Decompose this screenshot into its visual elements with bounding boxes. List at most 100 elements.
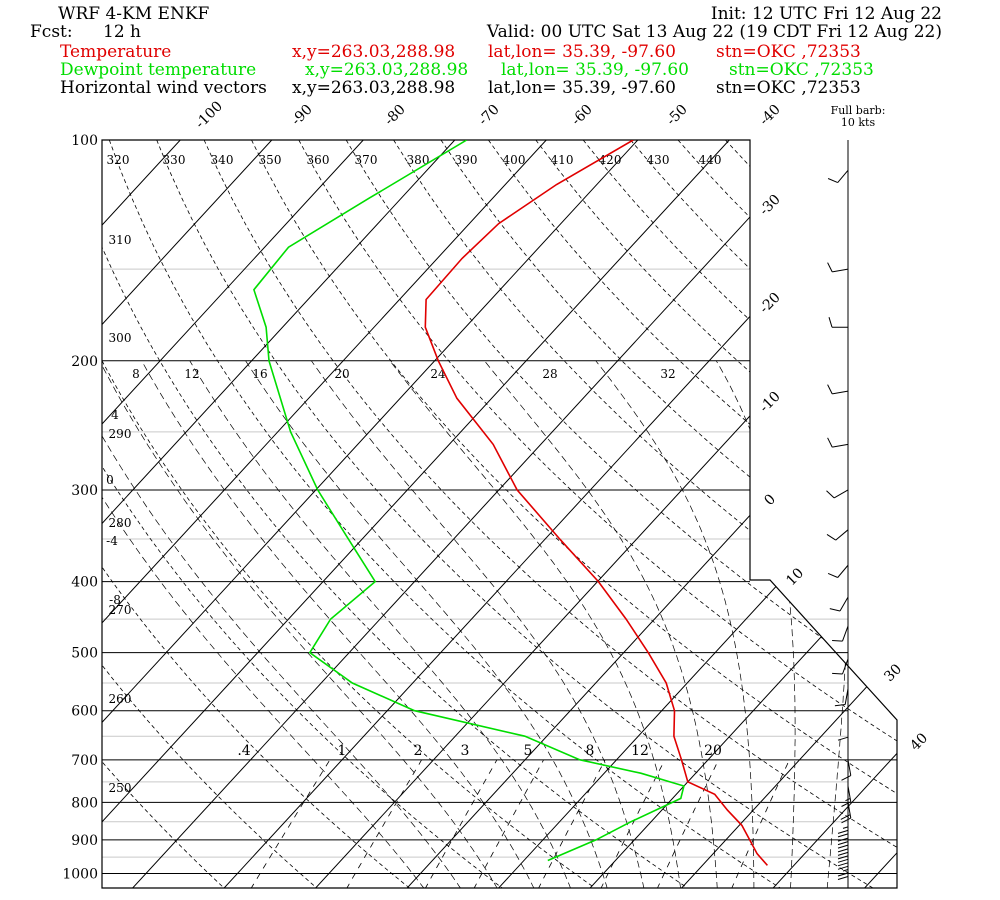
wind-barb xyxy=(837,860,849,880)
dry-adiabat xyxy=(677,140,897,888)
legend-temperature-label: Temperature xyxy=(60,42,171,62)
mixing-ratio-labels: .4 1 2 3 5 8 12 20 xyxy=(237,743,722,759)
isotherm-label: 40 xyxy=(907,730,931,754)
theta-e-label: -8 xyxy=(109,593,121,607)
init-time: Init: 12 UTC Fri 12 Aug 22 xyxy=(711,4,942,24)
mixing-ratio-label: 8 xyxy=(586,743,595,759)
legend: Temperature x,y=263.03,288.98 lat,lon= 3… xyxy=(60,42,874,98)
barb-note-line1: Full barb: xyxy=(831,104,886,117)
mixing-ratio-line xyxy=(656,759,719,888)
mixing-ratio-label: 2 xyxy=(414,743,423,759)
dry-adiabat xyxy=(345,140,897,888)
wind-barb xyxy=(827,437,849,448)
barb-note-line2: 10 kts xyxy=(841,116,876,129)
dry-adiabat xyxy=(203,140,897,888)
legend-wind-latlon: lat,lon= 35.39, -97.60 xyxy=(488,78,676,98)
pressure-label: 300 xyxy=(71,483,98,499)
header: WRF 4-KM ENKF Init: 12 UTC Fri 12 Aug 22… xyxy=(30,4,942,42)
dry-adiabat xyxy=(102,140,226,888)
theta-label: 390 xyxy=(455,153,478,167)
isotherm-line xyxy=(405,140,897,888)
dry-adiabat xyxy=(102,140,690,888)
mixing-ratio-label: .4 xyxy=(237,743,250,759)
background-grid xyxy=(102,268,848,858)
temperature-trace xyxy=(424,140,769,866)
pressure-label: 100 xyxy=(71,133,98,149)
moist-adiabat xyxy=(102,360,462,888)
mixing-ratio-lines xyxy=(250,759,790,888)
chart-frame xyxy=(101,139,898,889)
theta-label: 310 xyxy=(109,233,132,247)
pressure-label: 200 xyxy=(71,354,98,370)
sounding-traces xyxy=(253,140,769,866)
theta-label: 350 xyxy=(259,153,282,167)
dry-adiabat xyxy=(156,140,875,888)
legend-temperature-latlon: lat,lon= 35.39, -97.60 xyxy=(488,42,676,62)
dry-adiabat xyxy=(108,140,783,888)
isotherm-line xyxy=(588,140,897,888)
isotherm-line xyxy=(955,140,1000,889)
dry-adiabat xyxy=(298,140,897,888)
isotherm-label: -40 xyxy=(757,102,784,129)
theta-label: 280 xyxy=(109,516,132,530)
dry-adiabat xyxy=(102,140,412,888)
isotherm-line xyxy=(863,140,897,888)
isotherm-line xyxy=(222,140,897,888)
theta-e-labels: 8 12 16 20 24 28 32 4 0 -4 -8 xyxy=(106,367,675,607)
theta-label: 430 xyxy=(647,153,670,167)
isotherm-label: 30 xyxy=(881,661,905,685)
wind-barb xyxy=(827,564,849,578)
dry-adiabat xyxy=(867,140,897,888)
legend-wind-coords: x,y=263.03,288.98 xyxy=(292,78,455,98)
mixing-ratio-line xyxy=(473,759,544,888)
mixing-ratio-line xyxy=(537,759,606,888)
isotherm-label: 0 xyxy=(761,491,779,509)
dry-adiabat xyxy=(102,140,597,888)
valid-time: Valid: 00 UTC Sat 13 Aug 22 (19 CDT Fri … xyxy=(486,22,942,42)
theta-e-label: 32 xyxy=(660,367,675,381)
dry-adiabat xyxy=(819,140,897,888)
pressure-label: 700 xyxy=(71,753,98,769)
dewpoint-trace xyxy=(253,140,685,862)
wind-barb xyxy=(841,759,852,781)
wind-barb xyxy=(828,317,849,328)
mixing-ratio-line xyxy=(345,759,422,888)
pressure-lines xyxy=(102,139,897,874)
dry-adiabats xyxy=(102,140,897,888)
isotherm-line xyxy=(102,140,730,888)
isotherm-line xyxy=(771,140,897,888)
isotherm-line xyxy=(102,140,639,888)
theta-label: 300 xyxy=(109,331,132,345)
theta-e-label: 16 xyxy=(252,367,267,381)
theta-e-label: 0 xyxy=(106,473,114,487)
wind-barb xyxy=(829,596,849,612)
isotherm-label: 10 xyxy=(783,565,807,589)
isotherm-line xyxy=(102,140,181,888)
mixing-ratio-line xyxy=(250,759,331,888)
mixing-ratio-line xyxy=(600,759,666,888)
isotherm-line xyxy=(102,140,456,888)
forecast-hours: 12 h xyxy=(103,22,141,42)
isotherm-label: -80 xyxy=(382,102,409,129)
legend-wind-stn: stn=OKC ,72353 xyxy=(716,78,861,98)
isotherm-label: -20 xyxy=(757,290,784,317)
wind-barb xyxy=(827,170,849,184)
moist-adiabat xyxy=(484,360,718,888)
legend-dewpoint-coords: x,y=263.03,288.98 xyxy=(305,60,468,80)
theta-label: 440 xyxy=(699,153,722,167)
theta-label: 370 xyxy=(355,153,378,167)
pressure-label: 800 xyxy=(71,795,98,811)
legend-wind-label: Horizontal wind vectors xyxy=(60,78,267,98)
moist-adiabat xyxy=(245,360,608,888)
moist-adiabat xyxy=(189,360,572,888)
mixing-ratio-label: 3 xyxy=(461,743,470,759)
theta-e-label: 8 xyxy=(132,367,140,381)
skew-t-outline xyxy=(101,139,898,889)
mixing-ratio-line xyxy=(731,759,790,888)
dry-adiabat xyxy=(725,140,897,888)
isotherm-line xyxy=(0,140,89,889)
theta-label: 410 xyxy=(551,153,574,167)
dry-adiabat xyxy=(582,140,897,888)
isotherm-label: -10 xyxy=(757,389,784,416)
isotherm-line xyxy=(102,140,547,888)
